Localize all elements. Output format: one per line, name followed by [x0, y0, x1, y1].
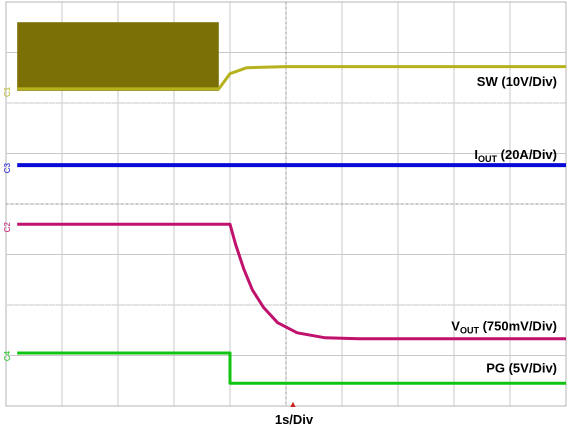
- sw-envelope-fill: [17, 22, 219, 91]
- vout-trace: [17, 222, 566, 341]
- time-scale-label: 1s/Div: [275, 412, 314, 427]
- sw-channel-label: C1: [3, 86, 12, 97]
- iout-channel-label: C3: [3, 162, 12, 173]
- waveform-traces: [17, 65, 566, 385]
- trigger-marker: ▲: [289, 399, 298, 409]
- pg-legend-label: PG (5V/Div): [486, 361, 557, 376]
- iout-legend-label: IOUT (20A/Div): [474, 147, 557, 164]
- pg-trace: [17, 351, 566, 385]
- sw-switching-envelope: [17, 22, 219, 91]
- pg-channel-label: C4: [3, 350, 12, 361]
- sw-trace: [17, 65, 566, 91]
- vout-channel-label: C2: [3, 222, 12, 233]
- channel-labels: C1 C3 C2 C4: [3, 86, 12, 361]
- sw-legend-label: SW (10V/Div): [477, 74, 557, 89]
- trace-legend: SW (10V/Div) IOUT (20A/Div) VOUT (750mV/Di…: [451, 74, 557, 376]
- vout-legend-label: VOUT (750mV/Div): [451, 319, 557, 336]
